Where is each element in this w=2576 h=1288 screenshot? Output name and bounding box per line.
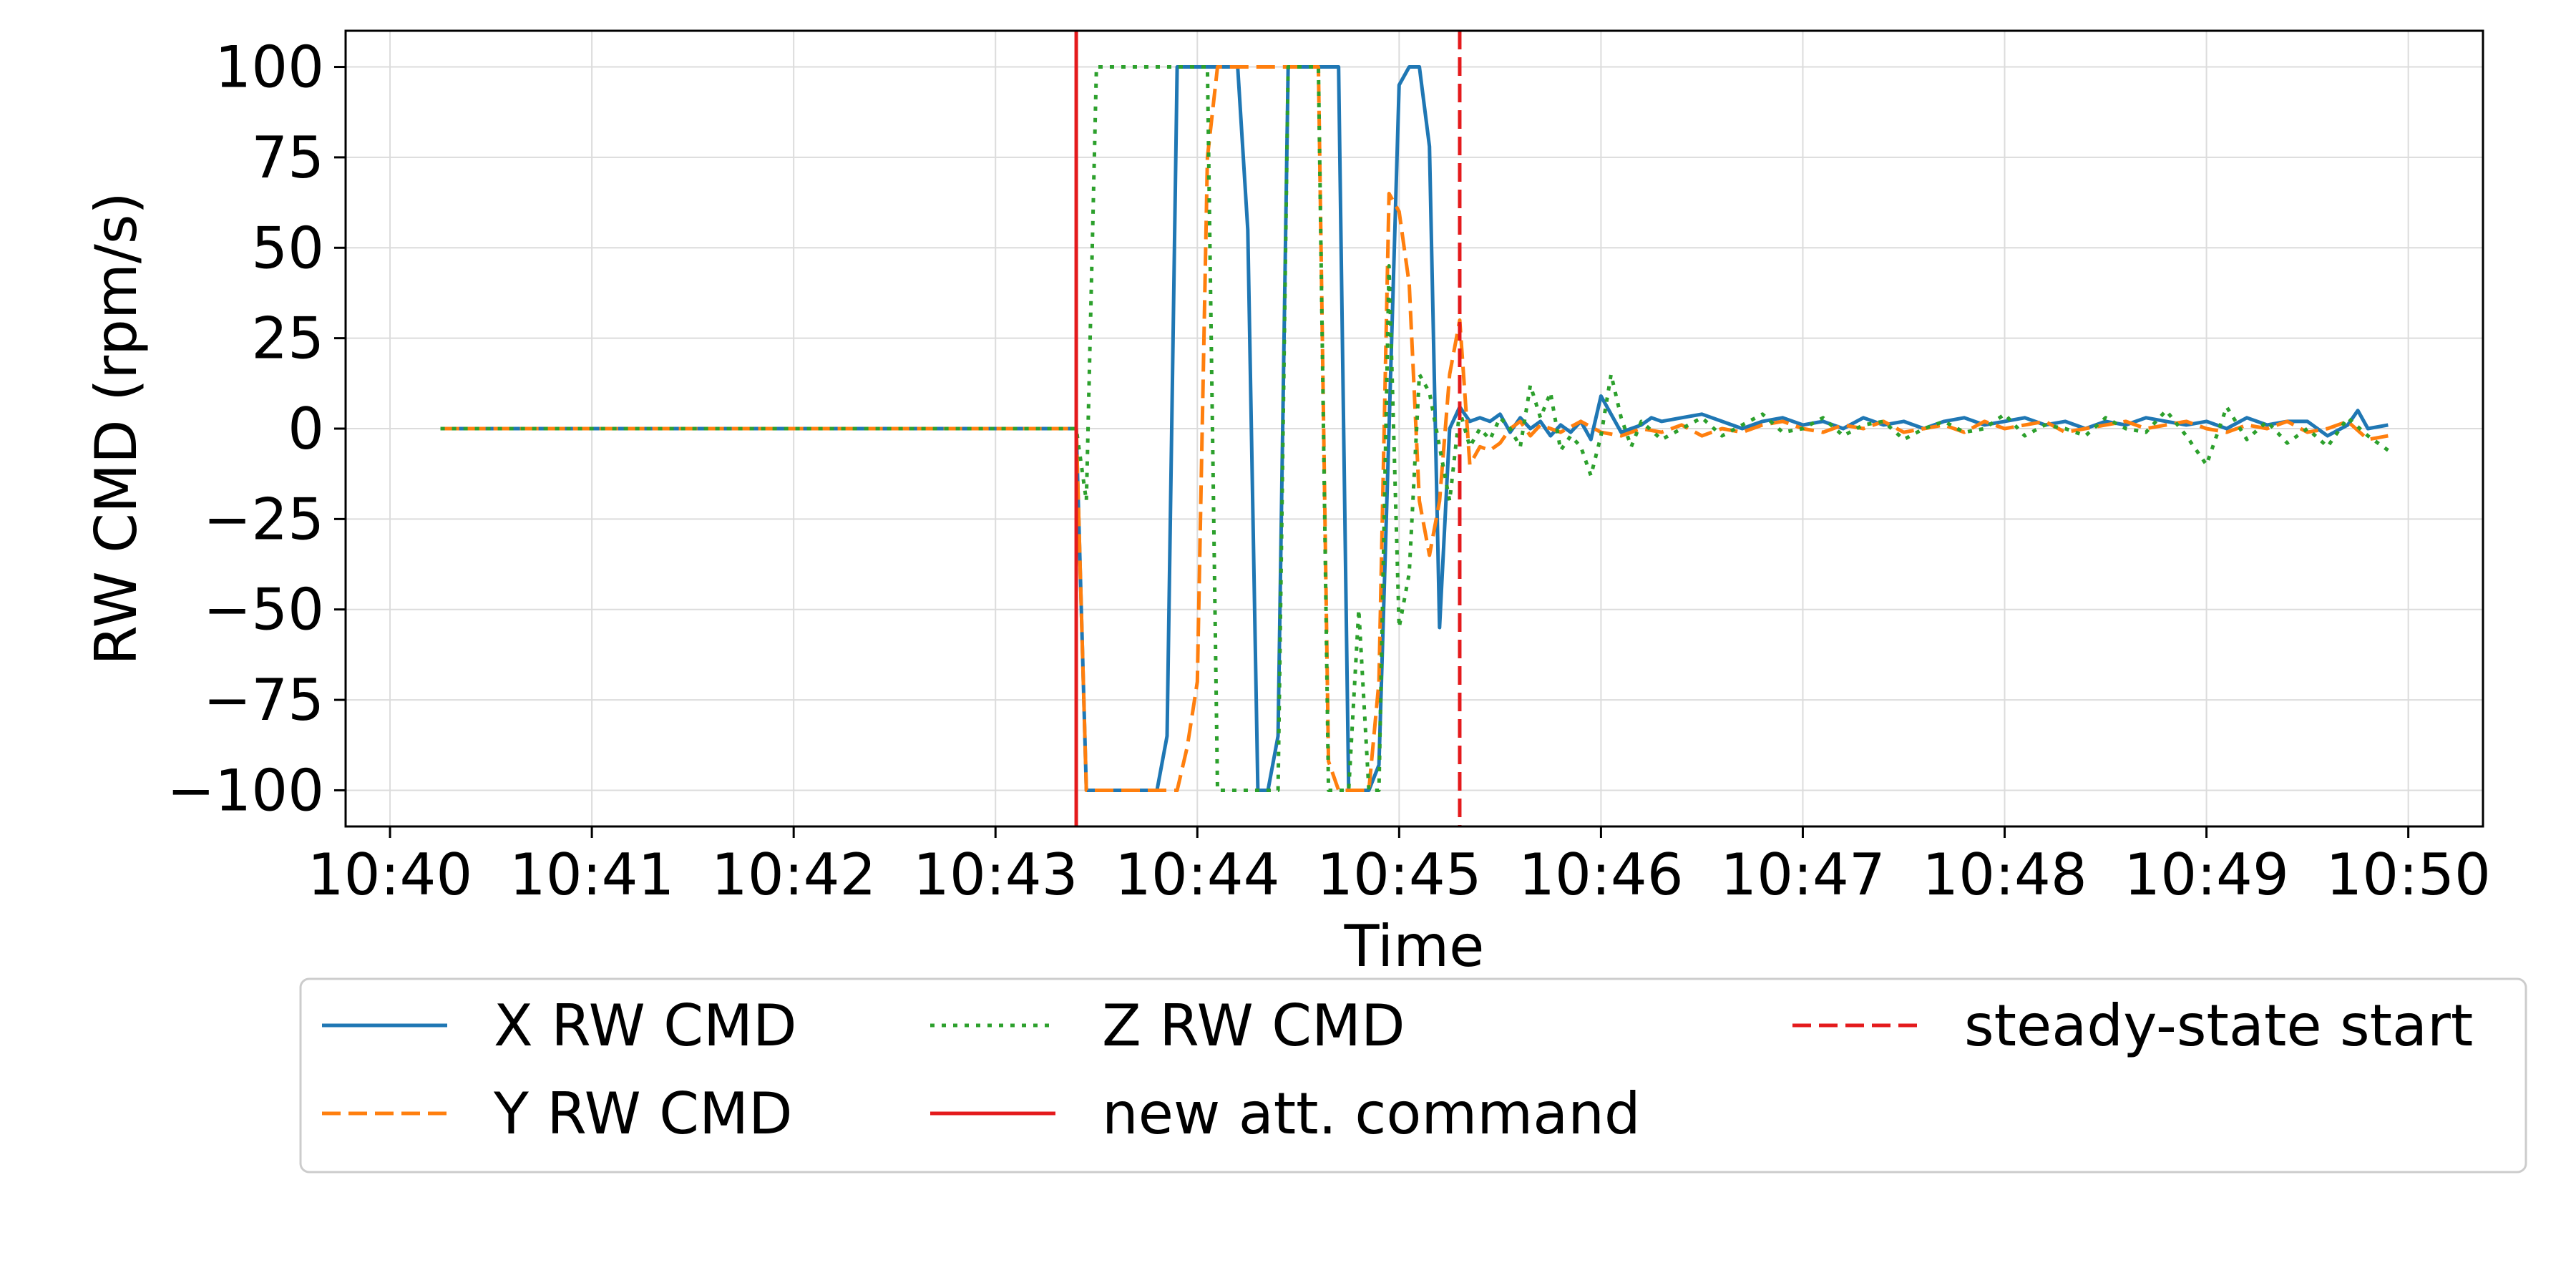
y-tick-label: 25 (251, 306, 324, 372)
tick-layer: 10:40 10:41 10:42 10:43 10:44 10:45 10:46 10:47… (167, 34, 2491, 908)
y-tick-label: 0 (288, 396, 324, 462)
marker-layer (1074, 31, 1462, 826)
legend: X RW CMD Y RW CMD Z RW CMD new att. command… (299, 977, 2527, 1174)
y-tick-label: 100 (215, 34, 324, 101)
legend-label: Y RW CMD (493, 1080, 793, 1147)
x-tick-label: 10:44 (1115, 841, 1280, 908)
legend-label: new att. command (1102, 1080, 1641, 1147)
y-tick-label: −50 (203, 577, 324, 643)
x-tick-label: 10:43 (913, 841, 1078, 908)
series-layer (440, 65, 2389, 792)
x-tick-label: 10:46 (1518, 841, 1684, 908)
x-tick-label: 10:49 (2124, 841, 2289, 908)
x-tick-label: 10:41 (509, 841, 675, 908)
y-axis-title: RW CMD (rpm/s) (83, 192, 150, 665)
series-line-z-rw-cmd (440, 65, 2389, 792)
legend-label: steady-state start (1964, 992, 2473, 1059)
x-tick-label: 10:47 (1720, 841, 1885, 908)
x-tick-label: 10:40 (308, 841, 473, 908)
legend-box (299, 977, 2527, 1174)
legend-label: X RW CMD (494, 992, 797, 1059)
y-tick-label: 50 (251, 215, 324, 281)
legend-label: Z RW CMD (1102, 992, 1405, 1059)
x-tick-label: 10:42 (711, 841, 877, 908)
x-tick-label: 10:45 (1317, 841, 1482, 908)
x-tick-label: 10:48 (1922, 841, 2087, 908)
x-tick-label: 10:50 (2326, 841, 2491, 908)
y-tick-label: 75 (251, 125, 324, 191)
y-tick-label: −100 (167, 757, 324, 824)
series-line-y-rw-cmd (440, 65, 2389, 792)
y-tick-label: −25 (203, 486, 324, 552)
x-axis-title: Time (1344, 913, 1485, 980)
y-tick-label: −75 (203, 667, 324, 733)
